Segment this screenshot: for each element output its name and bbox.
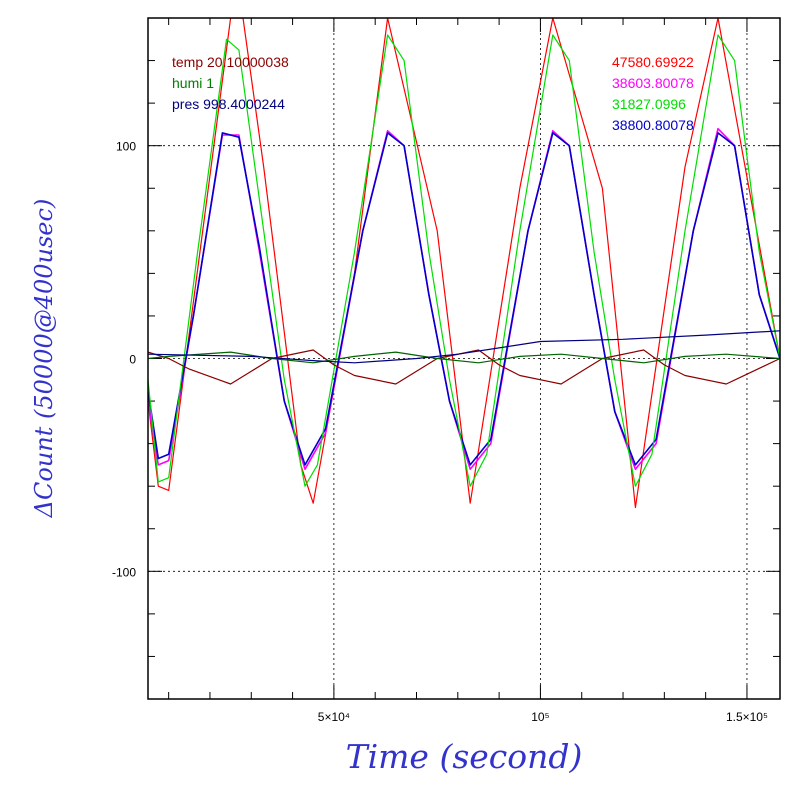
legend-right-entry: 38603.80078: [612, 75, 694, 91]
legend-left-entry: temp 20.10000038: [172, 54, 289, 70]
x-tick-label: 5×10⁴: [318, 710, 350, 724]
ticks-layer: 5×10⁴ 10⁵ 1.5×10⁵ 100 0 -100: [112, 18, 780, 724]
series-layer: [148, 18, 780, 509]
series-line-6: [148, 351, 780, 364]
legend-layer: temp 20.10000038 humi 1 pres 998.4000244 47…: [172, 54, 694, 133]
series-line-4: [148, 34, 780, 487]
legend-right-entry: 47580.69922: [612, 54, 694, 70]
series-line-1: [148, 18, 780, 509]
series-line-7: [148, 330, 780, 364]
y-tick-label: 0: [129, 353, 136, 367]
legend-right-entry: 38800.80078: [612, 117, 694, 133]
grid-layer: [148, 18, 780, 699]
x-tick-label: 1.5×10⁵: [726, 710, 768, 724]
series-line-2: [148, 127, 780, 471]
y-tick-label: -100: [112, 565, 136, 579]
x-tick-label: 10⁵: [531, 710, 549, 724]
y-axis-title: ΔCount (50000@400usec): [30, 199, 58, 519]
legend-left-entry: pres 998.4000244: [172, 96, 285, 112]
legend-left-entry: humi 1: [172, 75, 214, 91]
x-axis-title: Time (second): [346, 737, 583, 776]
plot-frame: [147, 17, 781, 700]
series-line-3: [148, 132, 780, 466]
y-tick-label: 100: [116, 140, 136, 154]
series-line-5: [148, 349, 780, 385]
legend-right-entry: 31827.0996: [612, 96, 686, 112]
